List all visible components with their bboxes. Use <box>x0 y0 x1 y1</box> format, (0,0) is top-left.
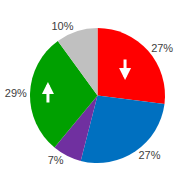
svg-text:27%: 27% <box>138 149 160 161</box>
svg-text:29%: 29% <box>5 87 27 99</box>
svg-text:27%: 27% <box>151 42 173 54</box>
svg-text:7%: 7% <box>48 154 64 166</box>
svg-text:10%: 10% <box>51 20 73 32</box>
